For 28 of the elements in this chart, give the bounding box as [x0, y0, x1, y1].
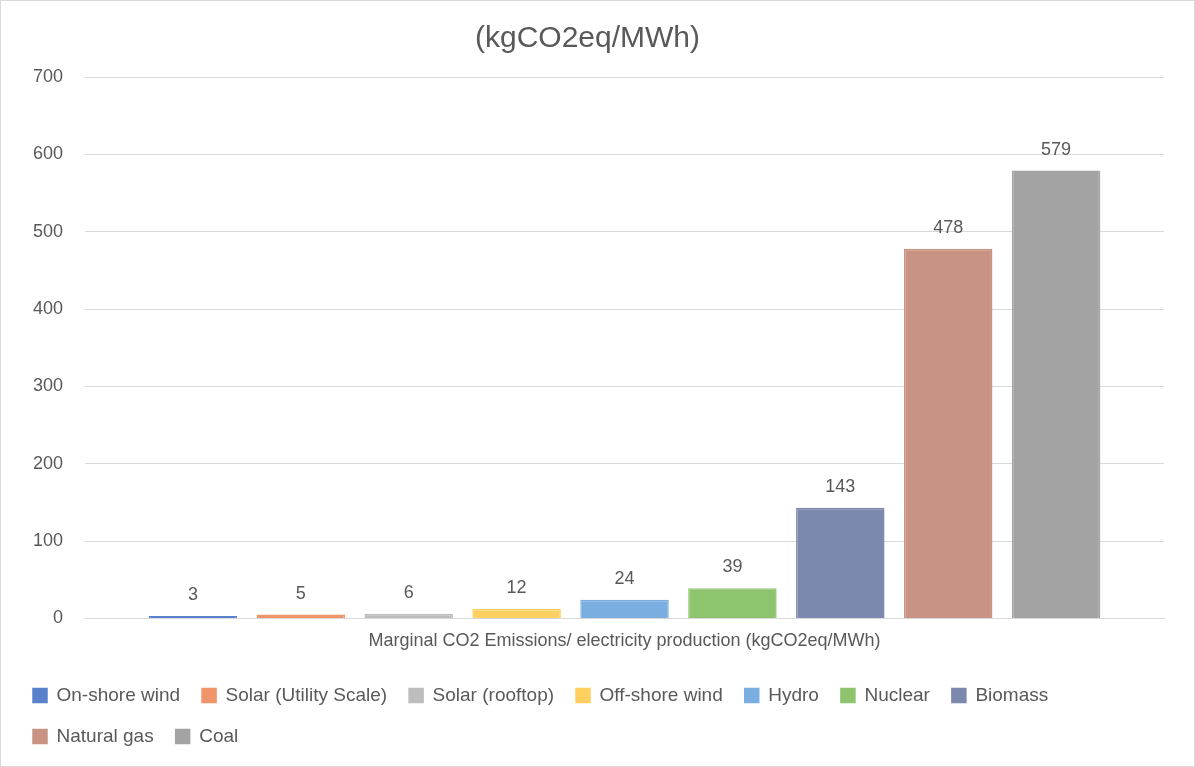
legend-label: Solar (Utility Scale) — [225, 683, 388, 705]
y-tick-label: 0 — [53, 607, 64, 628]
legend-label: Natural gas — [56, 724, 154, 746]
data-label: 478 — [933, 216, 964, 237]
data-label: 39 — [722, 556, 743, 577]
x-tick-label: Marginal CO2 Emissions/ electricity production (kgCO2eq/MWh) — [368, 630, 881, 651]
y-tick-label: 600 — [32, 143, 64, 164]
data-label: 12 — [506, 577, 527, 598]
legend-label: Off-shore wind — [599, 683, 723, 705]
legend-label: Nuclear — [864, 683, 931, 705]
y-tick-label: 400 — [32, 298, 64, 318]
y-tick-label: 100 — [32, 530, 64, 551]
data-label: 6 — [403, 581, 414, 602]
y-tick-label: 200 — [32, 452, 64, 473]
legend-label: Solar (rooftop) — [432, 683, 555, 705]
y-tick-label: 700 — [32, 65, 64, 86]
y-tick-label: 300 — [32, 375, 64, 396]
data-label: 24 — [614, 567, 635, 588]
legend-label: Hydro — [768, 683, 819, 705]
legend-label: On-shore wind — [56, 683, 181, 705]
legend-label: Biomass — [975, 683, 1049, 705]
data-label: 143 — [825, 475, 856, 496]
chart-title: (kgCO2eq/MWh) — [474, 20, 701, 54]
data-label: 5 — [295, 582, 306, 603]
legend-label: Coal — [199, 724, 239, 746]
data-label: 3 — [187, 584, 198, 605]
y-tick-label: 500 — [32, 220, 64, 241]
data-label: 579 — [1041, 138, 1072, 159]
